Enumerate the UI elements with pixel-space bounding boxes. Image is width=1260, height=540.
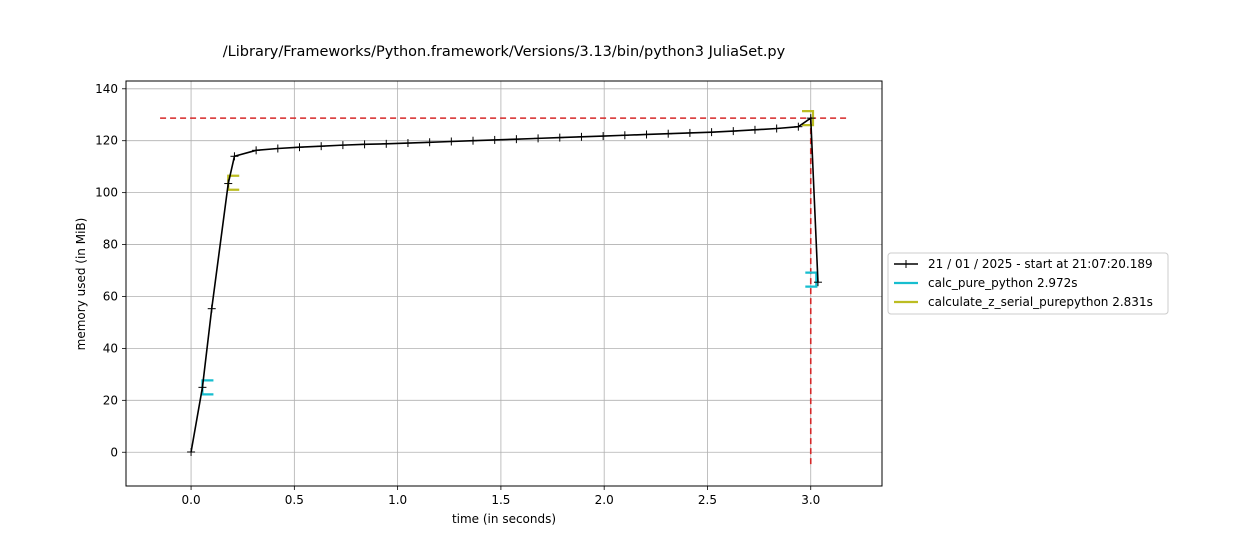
- y-tick-label: 100: [95, 186, 118, 200]
- x-axis-label: time (in seconds): [452, 512, 556, 526]
- data-point-marker: [425, 138, 434, 147]
- memory-usage-line: [190, 116, 819, 453]
- data-point-marker: [230, 152, 239, 161]
- data-point-marker: [685, 128, 694, 137]
- data-point-marker: [338, 141, 347, 150]
- y-axis-label: memory used (in MiB): [74, 218, 88, 351]
- x-tick-label: 1.0: [388, 493, 407, 507]
- y-tick-label: 20: [103, 393, 118, 407]
- x-tick-label: 0.5: [285, 493, 304, 507]
- x-tick-label: 2.0: [595, 493, 614, 507]
- legend-entry: 21 / 01 / 2025 - start at 21:07:20.189: [894, 257, 1153, 271]
- legend-label: calc_pure_python 2.972s: [928, 276, 1078, 290]
- y-tick-label: 80: [103, 238, 118, 252]
- legend-label: 21 / 01 / 2025 - start at 21:07:20.189: [928, 257, 1153, 271]
- data-point-marker: [273, 144, 282, 153]
- data-point-marker: [224, 179, 233, 188]
- legend-entry: calculate_z_serial_purepython 2.831s: [894, 295, 1153, 309]
- data-point-marker: [382, 139, 391, 148]
- data-point-marker: [317, 142, 326, 151]
- function-end-bracket: [805, 271, 818, 288]
- data-point-marker: [620, 131, 629, 140]
- data-point-marker: [198, 383, 207, 392]
- data-point-marker: [813, 278, 822, 287]
- y-tick-label: 40: [103, 341, 118, 355]
- x-tick-label: 2.5: [698, 493, 717, 507]
- data-point-marker: [295, 143, 304, 152]
- data-point-marker: [187, 447, 196, 456]
- x-tick-label: 1.5: [491, 493, 510, 507]
- y-tick-label: 60: [103, 289, 118, 303]
- legend-box: [887, 252, 1169, 315]
- data-point-marker: [750, 125, 759, 134]
- data-point-marker: [469, 136, 478, 145]
- data-point-marker: [403, 139, 412, 148]
- legend-label: calculate_z_serial_purepython 2.831s: [928, 295, 1153, 309]
- axis-ticks: 0.0 0.5 1.0 1.5 2.0 2.5 3.0 0 20 40 60 80 100 120 140: [95, 82, 820, 507]
- y-tick-label: 120: [95, 134, 118, 148]
- plot-frame: [125, 80, 883, 487]
- data-point-marker: [360, 140, 369, 149]
- data-point-marker: [772, 124, 781, 133]
- x-tick-label: 0.0: [182, 493, 201, 507]
- legend: 21 / 01 / 2025 - start at 21:07:20.189 ca…: [887, 252, 1169, 315]
- data-point-marker: [252, 146, 261, 155]
- data-point-marker: [577, 132, 586, 141]
- data-point-marker: [642, 130, 651, 139]
- y-tick-label: 0: [110, 445, 118, 459]
- data-point-marker: [806, 114, 815, 123]
- data-point-marker: [512, 135, 521, 144]
- x-tick-label: 3.0: [801, 493, 820, 507]
- plot-area: [160, 110, 848, 468]
- data-point-marker: [664, 129, 673, 138]
- grid-lines: [126, 81, 882, 486]
- data-point-marker: [207, 304, 216, 313]
- data-point-marker: [599, 132, 608, 141]
- data-point-marker: [707, 128, 716, 137]
- y-tick-label: 140: [95, 82, 118, 96]
- data-point-marker: [555, 133, 564, 142]
- data-point-marker: [490, 135, 499, 144]
- data-point-marker: [447, 137, 456, 146]
- data-point-marker: [794, 122, 803, 131]
- chart-title: /Library/Frameworks/Python.framework/Ver…: [223, 44, 786, 60]
- data-point-marker: [729, 127, 738, 136]
- legend-entry: calc_pure_python 2.972s: [894, 276, 1078, 290]
- data-point-marker: [534, 134, 543, 143]
